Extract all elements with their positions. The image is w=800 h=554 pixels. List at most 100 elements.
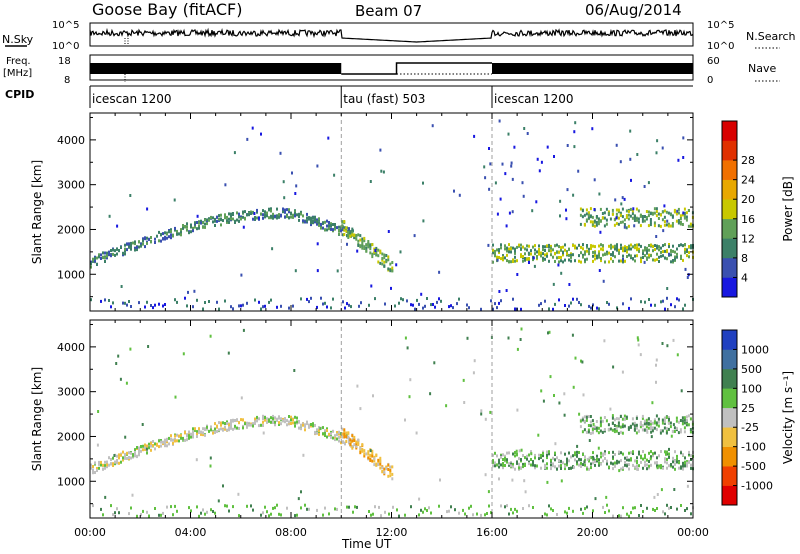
data-pixel [496,255,498,259]
data-pixel [550,458,552,462]
data-pixel [112,464,114,467]
data-pixel [583,222,586,226]
data-pixel [558,245,560,249]
data-pixel [559,199,562,203]
data-pixel [363,452,366,456]
data-pixel [206,510,208,514]
data-pixel [473,359,476,363]
data-pixel [380,514,382,518]
data-pixel [132,241,134,245]
data-pixel [618,514,620,518]
data-pixel [184,430,186,434]
data-pixel [302,423,304,427]
data-pixel [580,260,582,264]
data-pixel [200,219,202,223]
data-pixel [544,466,546,470]
data-pixel [484,176,487,180]
data-pixel [292,418,294,422]
data-pixel [590,246,592,250]
data-pixel [653,421,656,425]
data-pixel [568,506,570,510]
data-pixel [342,300,344,304]
data-pixel [658,255,660,259]
data-pixel [598,463,600,467]
data-pixel [367,240,370,243]
data-pixel [542,256,544,260]
data-pixel [624,249,626,253]
data-pixel [218,214,220,218]
data-pixel [510,462,512,466]
data-pixel [264,210,266,214]
data-pixel [480,409,483,413]
data-pixel [112,248,114,252]
data-pixel [250,504,252,508]
data-pixel [636,459,638,463]
data-pixel [363,454,366,458]
data-pixel [546,462,548,466]
data-pixel [332,223,334,226]
data-pixel [262,305,264,309]
data-pixel [104,460,106,464]
data-pixel [588,439,591,442]
data-pixel [330,224,332,228]
data-pixel [502,458,504,461]
data-pixel [684,509,686,512]
data-pixel [610,253,612,257]
data-pixel [653,221,656,225]
data-pixel [356,249,359,253]
data-pixel [524,464,526,467]
data-pixel [244,422,246,426]
data-pixel [282,207,284,211]
data-pixel [602,279,605,283]
data-pixel [674,462,676,466]
data-pixel [572,253,574,257]
data-pixel [662,229,665,233]
data-pixel [242,225,245,229]
data-pixel [242,303,244,307]
data-pixel [387,474,390,478]
data-pixel [230,212,232,216]
data-pixel [272,506,274,510]
data-pixel [583,213,586,217]
data-pixel [520,253,522,257]
data-pixel [293,369,296,372]
data-pixel [585,208,588,212]
data-pixel [582,247,584,251]
data-pixel [268,514,270,518]
data-pixel [120,453,122,457]
data-pixel [324,228,326,232]
data-pixel [621,207,624,211]
data-pixel [671,224,674,228]
data-pixel [102,467,104,471]
data-pixel [667,416,670,420]
data-pixel [548,330,551,334]
data-pixel [256,208,258,212]
data-pixel [649,223,652,227]
data-pixel [120,460,122,464]
data-pixel [513,145,516,149]
data-pixel [532,245,534,249]
data-pixel [496,258,499,262]
data-pixel [130,451,132,455]
data-pixel [369,449,372,453]
data-pixel [554,451,556,455]
data-pixel [332,228,334,232]
data-pixel [560,479,563,483]
nave-label: Nave [748,62,776,75]
data-pixel [602,244,604,248]
data-pixel [238,219,240,223]
data-pixel [680,254,682,258]
data-pixel [582,243,584,247]
data-pixel [570,255,572,259]
data-pixel [422,181,424,185]
data-pixel [129,194,132,197]
data-pixel [684,464,686,468]
data-pixel [346,234,348,238]
data-pixel [172,513,174,517]
data-pixel [106,465,108,469]
data-pixel [627,217,630,221]
colorbar-swatch [722,257,737,278]
data-pixel [387,258,390,262]
data-pixel [204,428,206,431]
data-pixel [621,431,624,435]
